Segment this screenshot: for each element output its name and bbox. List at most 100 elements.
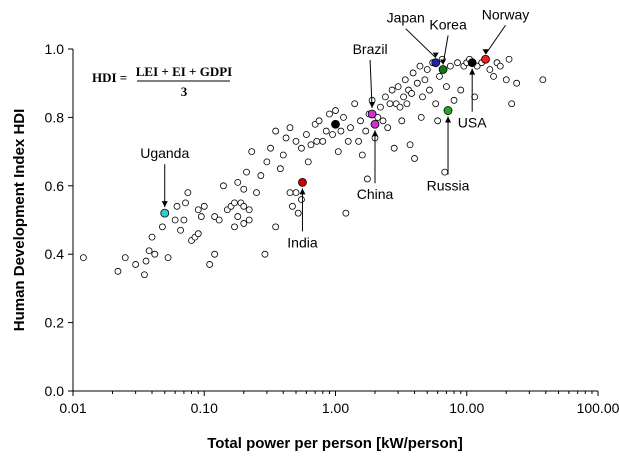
data-point bbox=[177, 226, 184, 234]
label-usa: USA bbox=[458, 115, 487, 131]
data-point bbox=[263, 158, 271, 166]
data-point bbox=[164, 254, 172, 262]
data-point bbox=[282, 134, 290, 142]
data-point bbox=[454, 59, 461, 67]
data-point bbox=[159, 223, 166, 231]
data-point bbox=[173, 202, 181, 210]
data-point bbox=[200, 202, 208, 210]
data-point bbox=[496, 62, 504, 70]
highlighted-point bbox=[331, 119, 340, 129]
data-point bbox=[332, 107, 339, 114]
y-tick-label: 0.4 bbox=[45, 246, 65, 262]
data-point bbox=[234, 178, 242, 186]
data-point bbox=[248, 148, 256, 156]
data-point bbox=[307, 141, 315, 149]
data-point bbox=[302, 131, 310, 138]
data-point bbox=[408, 90, 415, 97]
data-point bbox=[292, 189, 300, 197]
data-point bbox=[406, 141, 414, 149]
highlighted-points bbox=[160, 54, 490, 218]
label-brazil: Brazil bbox=[353, 41, 388, 57]
data-point bbox=[114, 267, 122, 275]
data-point bbox=[234, 213, 242, 220]
x-tick-label: 0.01 bbox=[59, 400, 86, 416]
x-tick-label: 100.00 bbox=[577, 400, 619, 416]
data-point bbox=[267, 144, 274, 152]
data-point bbox=[243, 168, 250, 176]
data-point bbox=[502, 76, 510, 84]
point-uganda bbox=[160, 208, 170, 218]
data-point bbox=[401, 76, 409, 84]
data-point bbox=[294, 209, 302, 217]
x-tick-label: 1.00 bbox=[322, 400, 349, 416]
arrowhead-norway bbox=[482, 49, 489, 55]
data-point bbox=[142, 257, 150, 265]
data-point bbox=[253, 189, 260, 197]
data-point bbox=[313, 137, 321, 145]
formula-lhs: HDI = bbox=[92, 70, 127, 85]
label-korea: Korea bbox=[429, 17, 467, 33]
data-point bbox=[347, 124, 354, 132]
data-point bbox=[419, 93, 426, 101]
data-point bbox=[508, 100, 516, 108]
data-point bbox=[272, 223, 280, 231]
y-tick-label: 0.6 bbox=[45, 178, 65, 194]
x-tick-label: 10.00 bbox=[449, 400, 484, 416]
point-korea bbox=[438, 65, 448, 74]
data-point bbox=[220, 182, 227, 190]
data-point bbox=[384, 124, 392, 132]
data-point bbox=[398, 117, 406, 125]
arrow-norway bbox=[485, 24, 506, 55]
data-point bbox=[351, 100, 359, 108]
data-point bbox=[377, 103, 384, 111]
data-point bbox=[457, 86, 465, 94]
data-point bbox=[197, 213, 205, 220]
data-point bbox=[245, 206, 253, 214]
data-point bbox=[148, 233, 156, 241]
data-point bbox=[486, 66, 494, 73]
data-point bbox=[417, 114, 425, 121]
data-point bbox=[298, 144, 305, 152]
arrowhead-brazil bbox=[369, 101, 376, 108]
label-china: China bbox=[357, 186, 394, 202]
data-point bbox=[276, 165, 284, 173]
arrowhead-russia bbox=[445, 116, 452, 123]
data-point bbox=[298, 196, 305, 203]
data-point bbox=[322, 127, 330, 135]
data-point bbox=[261, 250, 269, 258]
data-point bbox=[279, 151, 287, 159]
data-point bbox=[182, 199, 189, 207]
data-point bbox=[416, 62, 424, 70]
data-point bbox=[337, 127, 345, 135]
data-point bbox=[400, 93, 407, 101]
data-point bbox=[215, 216, 223, 224]
arrowhead-uganda bbox=[161, 201, 168, 208]
data-point bbox=[413, 79, 421, 87]
label-uganda: Uganda bbox=[140, 145, 189, 161]
data-point bbox=[382, 93, 389, 101]
data-point bbox=[358, 151, 366, 159]
arrowhead-japan bbox=[432, 52, 439, 58]
data-point bbox=[388, 86, 396, 94]
point-usa bbox=[467, 58, 477, 68]
data-point bbox=[141, 271, 148, 279]
point-brazil bbox=[367, 109, 377, 119]
data-point bbox=[240, 202, 248, 210]
x-tick-label: 0.10 bbox=[191, 400, 218, 416]
y-tick-label: 1.0 bbox=[45, 41, 65, 57]
data-point bbox=[394, 83, 402, 91]
y-axis-title: Human Development Index HDI bbox=[11, 109, 28, 332]
point-norway bbox=[481, 54, 490, 64]
data-point bbox=[315, 117, 323, 125]
arrowhead-korea bbox=[440, 59, 447, 65]
data-point bbox=[386, 100, 394, 108]
data-point bbox=[362, 127, 370, 135]
data-point bbox=[340, 114, 347, 121]
data-point bbox=[441, 168, 449, 176]
data-point bbox=[432, 100, 440, 108]
data-point bbox=[390, 144, 398, 152]
data-point bbox=[363, 175, 371, 183]
arrow-brazil bbox=[369, 59, 373, 109]
data-point bbox=[434, 117, 442, 125]
